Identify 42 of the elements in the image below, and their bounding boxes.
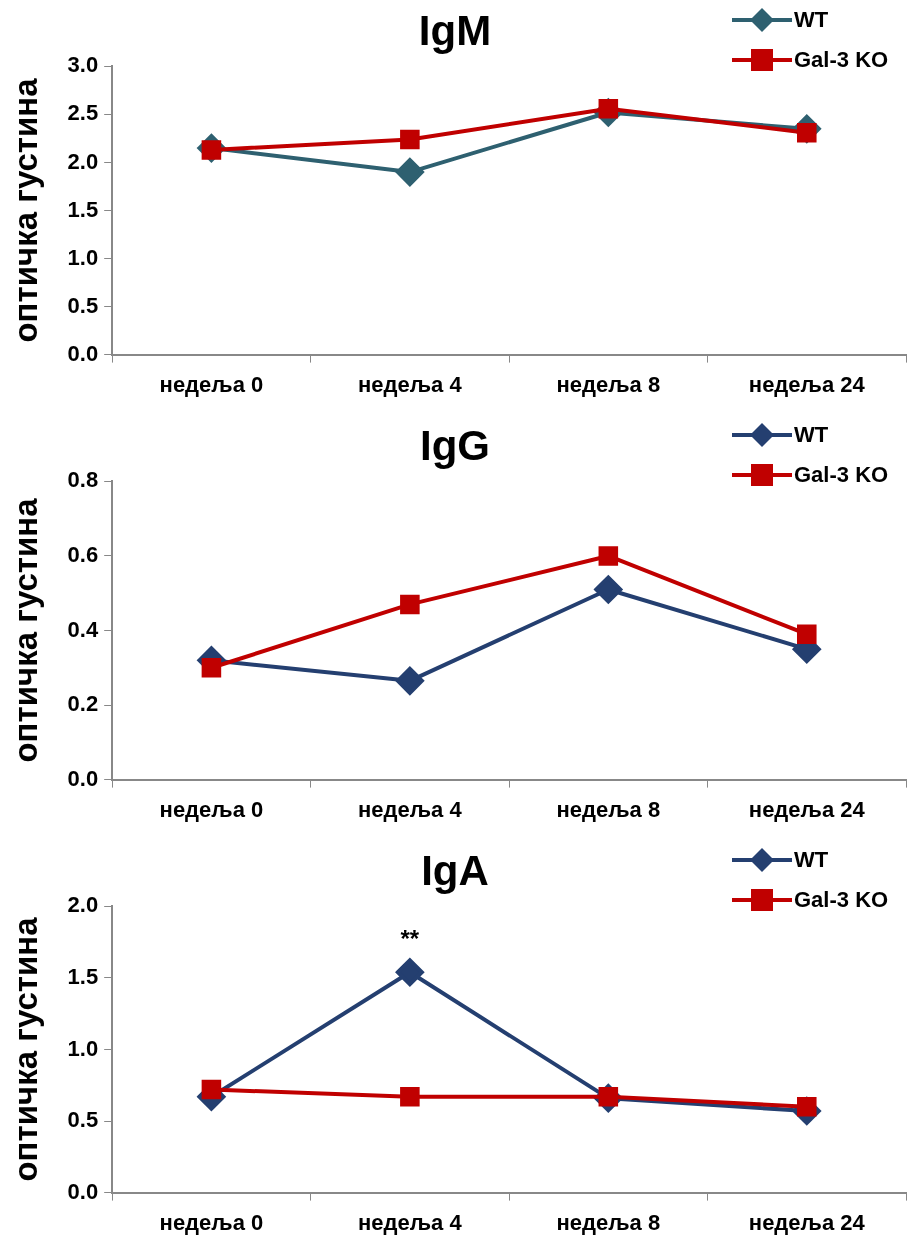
x-tick-label: недеља 8 [556,796,661,822]
y-tick-label: 0.4 [67,616,99,642]
chart-title: IgA [421,846,489,894]
y-tick-label: 0.2 [67,691,99,717]
chart-title: IgG [420,421,490,469]
x-tick-label: недеља 24 [748,796,866,822]
chart-title: IgM [418,6,492,54]
legend-label: Gal-3 KO [794,887,889,913]
y-tick-label: 0.5 [67,1107,99,1133]
y-tick-label: 0.0 [67,1178,99,1204]
x-tick-label: недеља 8 [556,1209,661,1235]
y-tick-label: 1.0 [67,244,99,270]
annotation: ** [400,924,420,952]
x-tick-label: недеља 0 [159,1209,264,1235]
y-axis-title: оптичка густина [6,497,44,763]
legend-label: Gal-3 KO [794,47,889,73]
x-tick-label: недеља 8 [556,371,661,397]
x-tick-label: недеља 0 [159,371,264,397]
y-tick-label: 1.5 [67,196,99,222]
y-tick-label: 0.8 [67,467,99,493]
x-tick-label: недеља 4 [358,371,463,397]
y-tick-label: 2.0 [67,892,99,918]
y-tick-label: 1.0 [67,1035,99,1061]
legend-label: WT [794,422,829,448]
y-axis-title: оптичка густина [6,77,44,343]
y-tick-label: 0.0 [67,340,99,366]
legend-label: WT [794,7,829,33]
legend-label: WT [794,847,829,873]
y-tick-label: 3.0 [67,52,99,78]
y-tick-label: 0.5 [67,292,99,318]
x-tick-label: недеља 4 [358,1209,463,1235]
legend-label: Gal-3 KO [794,462,889,488]
x-tick-label: недеља 24 [748,371,866,397]
x-tick-label: недеља 4 [358,796,463,822]
x-tick-label: недеља 24 [748,1209,866,1235]
x-tick-label: недеља 0 [159,796,264,822]
y-tick-label: 2.0 [67,148,99,174]
y-tick-label: 0.6 [67,542,99,568]
y-axis-title: оптичка густина [6,916,44,1182]
y-tick-label: 1.5 [67,964,99,990]
y-tick-label: 0.0 [67,765,99,791]
y-tick-label: 2.5 [67,100,99,126]
